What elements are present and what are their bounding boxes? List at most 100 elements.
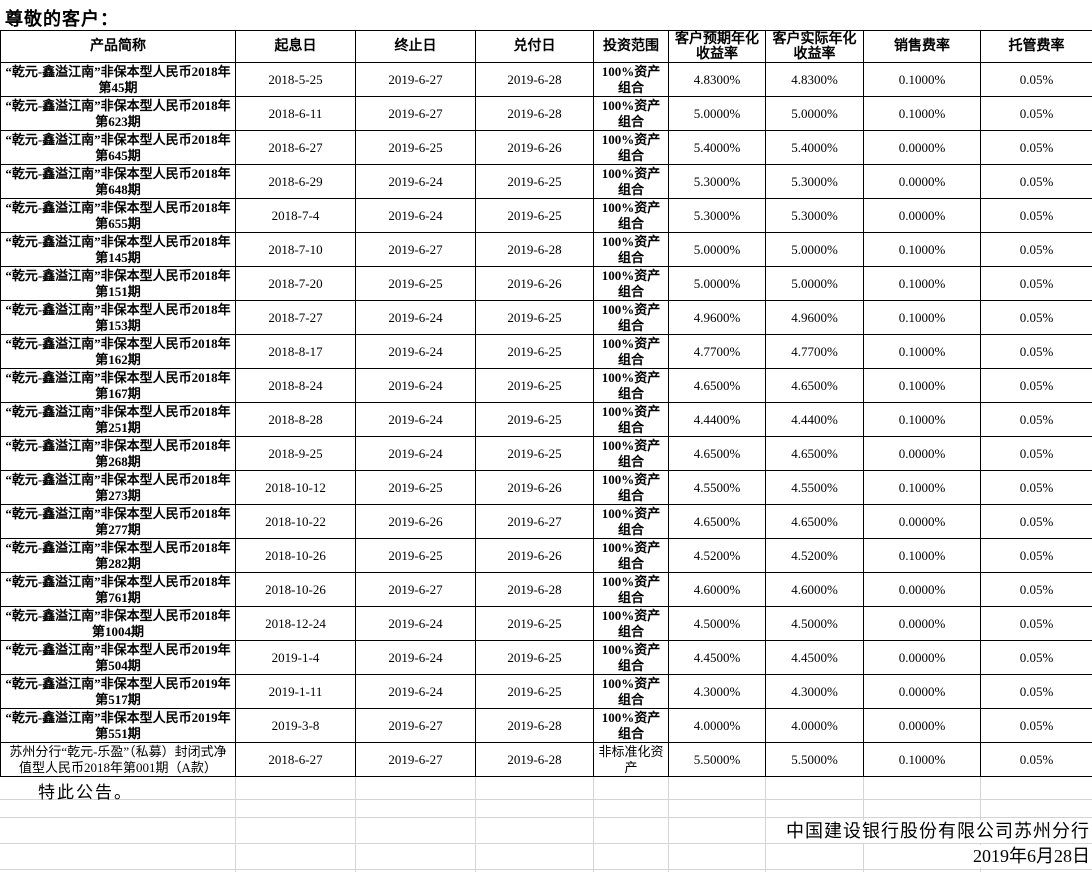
end-date-cell: 2019-6-24 bbox=[355, 674, 476, 709]
table-row: “乾元-鑫溢江南”非保本型人民币2018年第277期 2018-10-22 2019… bbox=[0, 504, 1092, 539]
value-date-cell: 2018-7-20 bbox=[235, 266, 356, 301]
scope-cell: 100%资产组合 bbox=[593, 470, 669, 505]
end-date-cell: 2019-6-24 bbox=[355, 164, 476, 199]
end-date-cell: 2019-6-24 bbox=[355, 334, 476, 369]
expected-rate-cell: 4.5200% bbox=[668, 538, 766, 573]
product-cell: “乾元-鑫溢江南”非保本型人民币2018年第1004期 bbox=[0, 606, 236, 641]
scope-cell: 100%资产组合 bbox=[593, 402, 669, 437]
payment-date-cell: 2019-6-25 bbox=[475, 198, 594, 233]
table-row: “乾元-鑫溢江南”非保本型人民币2018年第151期 2018-7-20 2019-… bbox=[0, 266, 1092, 301]
sales-fee-cell: 0.0000% bbox=[863, 708, 981, 743]
grid-line bbox=[0, 799, 1092, 800]
payment-date-cell: 2019-6-26 bbox=[475, 266, 594, 301]
product-cell: “乾元-鑫溢江南”非保本型人民币2019年第504期 bbox=[0, 640, 236, 675]
table-row: “乾元-鑫溢江南”非保本型人民币2019年第517期 2019-1-11 2019-… bbox=[0, 674, 1092, 709]
expected-rate-cell: 4.6500% bbox=[668, 504, 766, 539]
custody-fee-cell: 0.05% bbox=[980, 504, 1092, 539]
actual-rate-cell: 4.5000% bbox=[765, 606, 864, 641]
sales-fee-cell: 0.1000% bbox=[863, 334, 981, 369]
sales-fee-cell: 0.1000% bbox=[863, 232, 981, 267]
end-date-cell: 2019-6-24 bbox=[355, 300, 476, 335]
product-cell: 苏州分行“乾元-乐盈”（私募）封闭式净值型人民币2018年第001期（A款） bbox=[0, 742, 236, 777]
product-cell: “乾元-鑫溢江南”非保本型人民币2018年第151期 bbox=[0, 266, 236, 301]
end-date-cell: 2019-6-25 bbox=[355, 130, 476, 165]
end-date-cell: 2019-6-24 bbox=[355, 198, 476, 233]
sales-fee-cell: 0.1000% bbox=[863, 742, 981, 777]
grid-line bbox=[765, 777, 766, 872]
expected-rate-cell: 4.3000% bbox=[668, 674, 766, 709]
end-date-cell: 2019-6-27 bbox=[355, 96, 476, 131]
custody-fee-cell: 0.05% bbox=[980, 572, 1092, 607]
header-payment-date: 兑付日 bbox=[475, 30, 594, 63]
actual-rate-cell: 4.0000% bbox=[765, 708, 864, 743]
end-date-cell: 2019-6-26 bbox=[355, 504, 476, 539]
end-date-cell: 2019-6-27 bbox=[355, 742, 476, 777]
sales-fee-cell: 0.0000% bbox=[863, 504, 981, 539]
sales-fee-cell: 0.1000% bbox=[863, 266, 981, 301]
end-date-cell: 2019-6-24 bbox=[355, 640, 476, 675]
sales-fee-cell: 0.0000% bbox=[863, 164, 981, 199]
value-date-cell: 2019-1-11 bbox=[235, 674, 356, 709]
header-investment-scope: 投资范围 bbox=[593, 30, 669, 63]
value-date-cell: 2018-8-28 bbox=[235, 402, 356, 437]
value-date-cell: 2018-10-26 bbox=[235, 572, 356, 607]
scope-cell: 100%资产组合 bbox=[593, 96, 669, 131]
table-row: “乾元-鑫溢江南”非保本型人民币2019年第504期 2019-1-4 2019-6… bbox=[0, 640, 1092, 675]
product-table-body: “乾元-鑫溢江南”非保本型人民币2018年第45期 2018-5-25 2019-6… bbox=[0, 62, 1092, 777]
payment-date-cell: 2019-6-28 bbox=[475, 742, 594, 777]
expected-rate-cell: 5.0000% bbox=[668, 96, 766, 131]
payment-date-cell: 2019-6-28 bbox=[475, 232, 594, 267]
product-announcement-table: 产品简称 起息日 终止日 兑付日 投资范围 客户预期年化收益率 客户实际年化收益… bbox=[0, 30, 1092, 777]
grid-line bbox=[593, 777, 594, 872]
table-row: “乾元-鑫溢江南”非保本型人民币2018年第1004期 2018-12-24 201… bbox=[0, 606, 1092, 641]
actual-rate-cell: 4.8300% bbox=[765, 62, 864, 97]
scope-cell: 100%资产组合 bbox=[593, 130, 669, 165]
scope-cell: 100%资产组合 bbox=[593, 572, 669, 607]
expected-rate-cell: 4.5500% bbox=[668, 470, 766, 505]
value-date-cell: 2018-9-25 bbox=[235, 436, 356, 471]
scope-cell: 100%资产组合 bbox=[593, 436, 669, 471]
sales-fee-cell: 0.0000% bbox=[863, 640, 981, 675]
value-date-cell: 2018-5-25 bbox=[235, 62, 356, 97]
value-date-cell: 2018-6-27 bbox=[235, 130, 356, 165]
custody-fee-cell: 0.05% bbox=[980, 368, 1092, 403]
grid-line bbox=[235, 777, 236, 872]
issuer-signature: 中国建设银行股份有限公司苏州分行 bbox=[772, 820, 1090, 843]
sales-fee-cell: 0.1000% bbox=[863, 62, 981, 97]
sales-fee-cell: 0.1000% bbox=[863, 538, 981, 573]
actual-rate-cell: 4.7700% bbox=[765, 334, 864, 369]
end-date-cell: 2019-6-27 bbox=[355, 62, 476, 97]
custody-fee-cell: 0.05% bbox=[980, 62, 1092, 97]
expected-rate-cell: 4.4500% bbox=[668, 640, 766, 675]
payment-date-cell: 2019-6-25 bbox=[475, 606, 594, 641]
actual-rate-cell: 5.0000% bbox=[765, 232, 864, 267]
value-date-cell: 2018-6-29 bbox=[235, 164, 356, 199]
custody-fee-cell: 0.05% bbox=[980, 436, 1092, 471]
value-date-cell: 2018-6-27 bbox=[235, 742, 356, 777]
table-header-row: 产品简称 起息日 终止日 兑付日 投资范围 客户预期年化收益率 客户实际年化收益… bbox=[0, 30, 1092, 63]
payment-date-cell: 2019-6-25 bbox=[475, 436, 594, 471]
header-custody-fee-rate: 托管费率 bbox=[980, 30, 1092, 63]
actual-rate-cell: 4.5500% bbox=[765, 470, 864, 505]
payment-date-cell: 2019-6-25 bbox=[475, 164, 594, 199]
payment-date-cell: 2019-6-25 bbox=[475, 640, 594, 675]
sales-fee-cell: 0.1000% bbox=[863, 470, 981, 505]
sales-fee-cell: 0.0000% bbox=[863, 436, 981, 471]
custody-fee-cell: 0.05% bbox=[980, 300, 1092, 335]
scope-cell: 100%资产组合 bbox=[593, 674, 669, 709]
product-cell: “乾元-鑫溢江南”非保本型人民币2018年第282期 bbox=[0, 538, 236, 573]
product-cell: “乾元-鑫溢江南”非保本型人民币2018年第655期 bbox=[0, 198, 236, 233]
grid-line bbox=[0, 843, 1092, 844]
expected-rate-cell: 5.3000% bbox=[668, 164, 766, 199]
payment-date-cell: 2019-6-27 bbox=[475, 504, 594, 539]
sales-fee-cell: 0.0000% bbox=[863, 606, 981, 641]
sales-fee-cell: 0.0000% bbox=[863, 198, 981, 233]
expected-rate-cell: 4.6000% bbox=[668, 572, 766, 607]
end-date-cell: 2019-6-27 bbox=[355, 572, 476, 607]
table-row: “乾元-鑫溢江南”非保本型人民币2018年第145期 2018-7-10 2019-… bbox=[0, 232, 1092, 267]
scope-cell: 100%资产组合 bbox=[593, 232, 669, 267]
payment-date-cell: 2019-6-26 bbox=[475, 130, 594, 165]
actual-rate-cell: 5.4000% bbox=[765, 130, 864, 165]
value-date-cell: 2018-12-24 bbox=[235, 606, 356, 641]
custody-fee-cell: 0.05% bbox=[980, 402, 1092, 437]
